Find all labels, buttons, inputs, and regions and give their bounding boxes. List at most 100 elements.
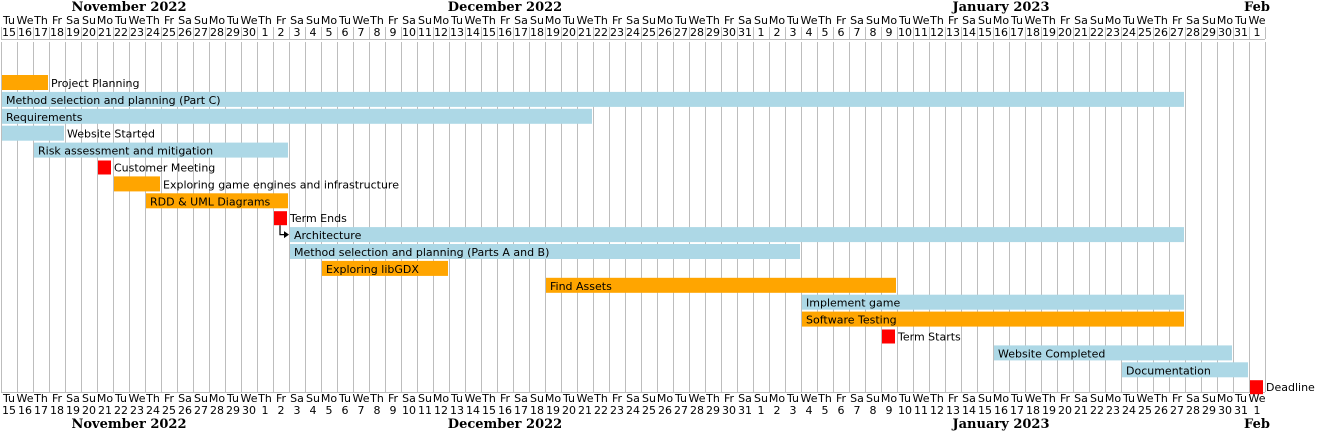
day-number-label: 18 bbox=[530, 404, 544, 417]
day-name-label: We bbox=[913, 392, 930, 405]
day-number-label: 26 bbox=[658, 404, 672, 417]
day-number-label: 8 bbox=[870, 404, 877, 417]
day-name-label: Fr bbox=[948, 14, 959, 27]
task-label: Find Assets bbox=[550, 280, 612, 293]
day-name-label: Su bbox=[418, 14, 432, 27]
day-name-label: Tu bbox=[338, 392, 351, 405]
day-number-label: 13 bbox=[450, 404, 464, 417]
day-name-label: Mo bbox=[1105, 14, 1121, 27]
day-name-label: Th bbox=[1041, 392, 1056, 405]
task-label: Implement game bbox=[806, 297, 900, 310]
task-label: Requirements bbox=[6, 111, 83, 124]
day-name-label: Tu bbox=[898, 14, 911, 27]
day-number-label: 22 bbox=[1090, 404, 1104, 417]
day-name-label: Sa bbox=[962, 392, 976, 405]
month-label: December 2022 bbox=[448, 0, 562, 15]
day-name-label: Tu bbox=[2, 392, 15, 405]
milestone-marker bbox=[1250, 380, 1263, 395]
day-number-label: 21 bbox=[98, 26, 112, 39]
day-name-label: Sa bbox=[1074, 14, 1088, 27]
day-number-label: 23 bbox=[1106, 404, 1120, 417]
highlighted-task-bar bbox=[114, 176, 160, 192]
day-number-label: 24 bbox=[146, 26, 160, 39]
day-number-label: 30 bbox=[242, 26, 256, 39]
day-number-label: 19 bbox=[546, 26, 560, 39]
day-number-label: 19 bbox=[1042, 26, 1056, 39]
day-number-label: 17 bbox=[1010, 404, 1024, 417]
day-name-label: Fr bbox=[1060, 392, 1071, 405]
day-name-label: Fr bbox=[724, 14, 735, 27]
task-bar bbox=[1122, 362, 1248, 378]
day-name-label: Mo bbox=[1217, 392, 1233, 405]
day-name-label: Th bbox=[929, 14, 944, 27]
day-number-label: 30 bbox=[722, 404, 736, 417]
day-number-label: 17 bbox=[514, 26, 528, 39]
day-number-label: 2 bbox=[774, 404, 781, 417]
day-number-label: 24 bbox=[626, 404, 640, 417]
day-number-label: 6 bbox=[838, 404, 845, 417]
day-number-label: 20 bbox=[82, 404, 96, 417]
day-name-label: Th bbox=[593, 14, 608, 27]
day-name-label: Tu bbox=[1122, 392, 1135, 405]
milestone-marker bbox=[882, 329, 895, 344]
day-name-label: We bbox=[129, 14, 146, 27]
day-name-label: Th bbox=[481, 392, 496, 405]
day-number-label: 28 bbox=[1186, 404, 1200, 417]
day-name-label: Su bbox=[306, 14, 320, 27]
highlighted-task-bar bbox=[2, 75, 48, 90]
day-name-label: Th bbox=[257, 392, 272, 405]
day-number-label: 15 bbox=[482, 26, 496, 39]
day-number-label: 27 bbox=[674, 404, 688, 417]
day-name-label: Su bbox=[1090, 14, 1104, 27]
day-name-label: Su bbox=[194, 14, 208, 27]
day-number-label: 30 bbox=[1218, 26, 1232, 39]
day-number-label: 11 bbox=[914, 26, 928, 39]
day-number-label: 12 bbox=[434, 26, 448, 39]
day-number-label: 6 bbox=[342, 404, 349, 417]
day-name-label: We bbox=[241, 14, 258, 27]
day-number-label: 17 bbox=[34, 26, 48, 39]
day-number-label: 27 bbox=[194, 26, 208, 39]
day-name-label: We bbox=[1025, 392, 1042, 405]
day-number-label: 30 bbox=[722, 26, 736, 39]
day-number-label: 2 bbox=[774, 26, 781, 39]
day-gridlines bbox=[1, 27, 1266, 393]
day-number-label: 21 bbox=[1074, 404, 1088, 417]
task-label: Website Started bbox=[67, 128, 155, 141]
day-number-label: 19 bbox=[66, 26, 80, 39]
day-name-label: Mo bbox=[97, 14, 113, 27]
day-name-label: Su bbox=[978, 14, 992, 27]
day-name-label: Sa bbox=[66, 392, 80, 405]
day-name-label: Mo bbox=[657, 14, 673, 27]
day-name-label: Th bbox=[705, 392, 720, 405]
day-name-label: Su bbox=[642, 14, 656, 27]
day-name-label: Mo bbox=[433, 14, 449, 27]
day-number-label: 15 bbox=[978, 404, 992, 417]
day-name-label: Sa bbox=[1186, 392, 1200, 405]
day-number-label: 26 bbox=[658, 26, 672, 39]
day-name-label: We bbox=[465, 14, 482, 27]
day-number-label: 12 bbox=[930, 26, 944, 39]
day-name-label: Mo bbox=[209, 14, 225, 27]
day-number-label: 23 bbox=[610, 26, 624, 39]
day-number-label: 30 bbox=[1218, 404, 1232, 417]
task-label: Website Completed bbox=[998, 347, 1105, 360]
day-name-label: Tu bbox=[1010, 392, 1023, 405]
day-number-label: 1 bbox=[262, 404, 269, 417]
day-name-label: Th bbox=[1153, 14, 1168, 27]
day-name-label: Fr bbox=[1060, 14, 1071, 27]
day-number-label: 18 bbox=[1026, 26, 1040, 39]
day-name-label: Sa bbox=[66, 14, 80, 27]
day-name-label: Fr bbox=[1172, 392, 1183, 405]
day-number-label: 15 bbox=[2, 404, 16, 417]
day-name-label: Tu bbox=[114, 14, 127, 27]
milestone-marker bbox=[98, 160, 111, 175]
day-number-label: 29 bbox=[1202, 26, 1216, 39]
day-name-label: Fr bbox=[724, 392, 735, 405]
highlighted-task-bar bbox=[802, 311, 1184, 327]
day-number-label: 14 bbox=[962, 404, 976, 417]
day-name-label: We bbox=[689, 14, 706, 27]
day-number-label: 20 bbox=[562, 404, 576, 417]
day-number-label: 5 bbox=[326, 26, 333, 39]
day-name-label: Mo bbox=[1217, 14, 1233, 27]
